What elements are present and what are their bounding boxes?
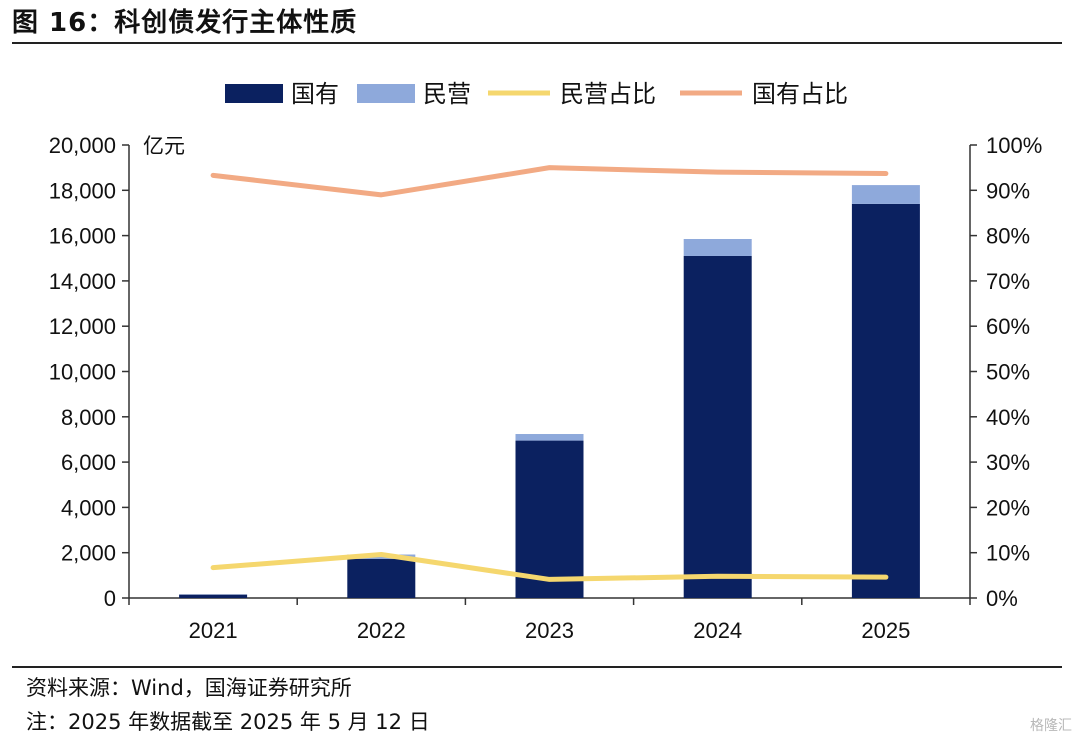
top-rule [12,42,1062,44]
right-tick-label: 70% [986,269,1030,294]
legend-label: 国有占比 [752,80,848,108]
figure-title: 图 16：科创债发行主体性质 [12,8,358,38]
x-tick-label: 2023 [525,618,574,643]
bar-private [515,434,584,441]
source-note: 资料来源：Wind，国海证券研究所 [26,676,352,700]
right-tick-label: 50% [986,360,1030,385]
right-tick-label: 0% [986,586,1018,611]
bottom-rule [12,666,1062,668]
legend-item-private: 民营 [357,80,471,108]
line-state-share [210,165,889,198]
right-tick-label: 10% [986,541,1030,566]
left-tick-label: 14,000 [49,269,116,294]
legend: 国有 民营 民营占比 国有占比 [225,80,848,108]
right-tick-label: 90% [986,178,1030,203]
left-tick-label: 10,000 [49,360,116,385]
x-tick-label: 2022 [357,618,406,643]
bar-state-owned [179,594,248,598]
legend-swatch [225,84,283,103]
left-tick-label: 16,000 [49,224,116,249]
left-tick-label: 12,000 [49,314,116,339]
bar-private [683,238,752,256]
date-note: 注：2025 年数据截至 2025 年 5 月 12 日 [26,710,430,734]
x-tick-label: 2021 [189,618,238,643]
right-tick-label: 40% [986,405,1030,430]
lines-group [210,165,889,582]
bar-state-owned [515,440,584,598]
legend-label: 民营占比 [560,80,656,108]
legend-swatch [357,84,415,103]
left-tick-label: 20,000 [49,133,116,158]
right-tick-label: 100% [986,133,1042,158]
x-tick-label: 2025 [861,618,910,643]
right-tick-label: 20% [986,495,1030,520]
right-tick-label: 80% [986,224,1030,249]
legend-label: 民营 [423,80,471,108]
chart: 国有 民营 民营占比 国有占比 0 2,000 4,000 6,000 8,000 10,000… [49,80,1043,643]
chart-axes: 0 2,000 4,000 6,000 8,000 10,000 12,000 14,000 1… [49,133,1043,643]
bar-state-owned [347,558,416,598]
bar-state-owned [683,255,752,599]
legend-item-state-share: 国有占比 [680,80,848,108]
x-tick-label: 2024 [693,618,742,643]
left-tick-label: 2,000 [61,541,116,566]
right-tick-label: 30% [986,450,1030,475]
left-tick-label: 0 [104,586,116,611]
bars-group [179,185,920,599]
watermark: 格隆汇 [1030,718,1072,734]
bar-state-owned [851,203,920,598]
line-private-share [210,552,889,582]
bar-private [851,185,920,204]
legend-label: 国有 [291,80,339,108]
right-tick-label: 60% [986,314,1030,339]
left-tick-label: 8,000 [61,405,116,430]
legend-item-private-share: 民营占比 [488,80,656,108]
legend-item-state-owned: 国有 [225,80,339,108]
left-tick-label: 4,000 [61,495,116,520]
left-tick-label: 18,000 [49,178,116,203]
left-axis-unit: 亿元 [143,134,185,158]
left-tick-label: 6,000 [61,450,116,475]
